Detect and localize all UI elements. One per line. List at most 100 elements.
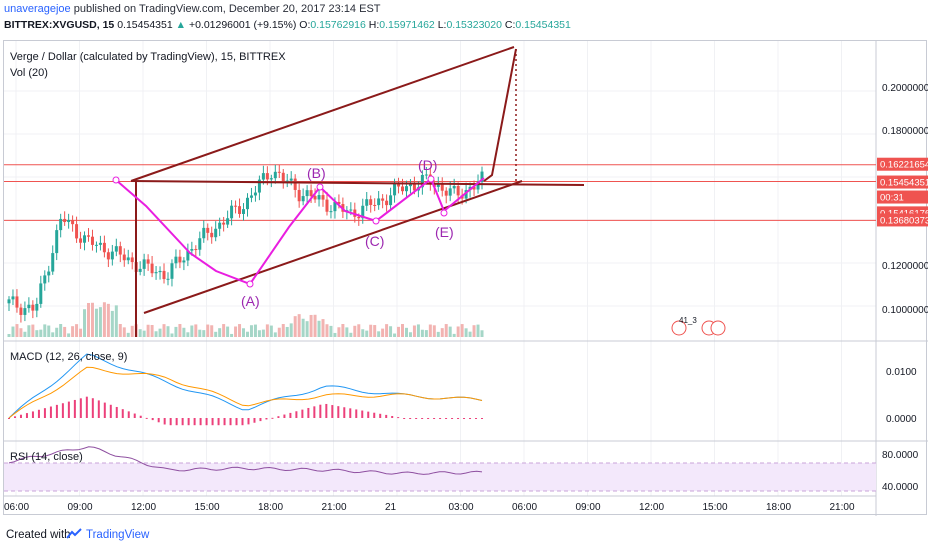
triangle-bottom-line[interactable] [143,180,523,314]
chart-canvas[interactable]: (A) (B) (C) (D) (E) 41_3 Verge / Dollar … [4,41,932,516]
tradingview-brand-link[interactable]: TradingView [86,529,150,541]
volume-bar [397,326,401,337]
macd-histogram-bar [169,418,172,426]
rsi-tick: 40.0000 [882,482,919,493]
candle-body [389,195,393,206]
candle-body [242,209,246,214]
volume-bar [43,324,47,337]
macd-histogram-bar [433,418,436,419]
time-tick: 09:00 [68,502,93,513]
volume-bar [408,332,412,337]
macd-histogram-bar [403,418,406,419]
volume-bar [7,334,11,337]
volume-bar [142,330,146,337]
volume-bar [170,333,174,337]
candle-body [11,296,15,300]
macd-histogram-bar [421,418,424,419]
candle-body [480,171,484,183]
macd-histogram-bar [175,418,178,426]
upper-channel-line[interactable] [130,46,515,182]
candle-body [55,230,59,254]
candle-body [170,263,174,279]
macd-histogram-bar [127,411,130,418]
low-value: 0.15323020 [446,19,502,31]
volume-bar [230,333,234,337]
candle-body [178,256,182,263]
wave-point[interactable] [246,280,254,288]
volume-bar [245,331,249,337]
triangle-top-line[interactable] [130,180,585,186]
chart-header: unaveragejoe published on TradingView.co… [0,0,932,36]
volume-bar [178,324,182,337]
candle-body [273,171,277,179]
candle-body [23,308,27,315]
volume-bar [353,325,357,337]
price-badge[interactable] [877,157,928,171]
wave-label-b: (B) [307,165,326,181]
volume-bar [281,324,285,337]
price-badge[interactable] [877,213,928,227]
volume-bar [424,330,428,337]
volume-bar [428,324,432,337]
macd-histogram-bar [481,418,483,419]
wave-point[interactable] [440,209,448,217]
price-badge[interactable] [877,175,928,189]
volume-bar [126,332,130,337]
candle-body [150,263,154,274]
candle-body [234,205,238,207]
wave-path[interactable] [115,177,485,286]
candle-body [285,180,289,182]
candle-body [377,198,381,206]
candle-body [293,178,297,190]
volume-bar [210,325,214,337]
macd-histogram-bar [157,418,160,423]
volume-bar [11,326,15,337]
candle-body [305,190,309,197]
macd-histogram-bar [463,418,466,419]
high-value: 0.15971462 [379,19,435,31]
elliott-wave[interactable]: (A) (B) (C) (D) (E) [112,157,485,309]
candle-body [397,183,401,187]
publisher-link[interactable]: unaveragejoe [4,3,71,15]
macd-histogram-bar [199,418,202,426]
volume-bar [297,314,301,337]
us-flag-icon[interactable] [671,320,687,336]
time-tick: 03:00 [449,502,474,513]
wave-point[interactable] [372,217,380,225]
chart-frame[interactable]: (A) (B) (C) (D) (E) 41_3 Verge / Dollar … [3,40,932,516]
macd-histogram-bar [331,405,334,418]
triangle-pattern[interactable] [130,46,585,337]
time-tick: 06:00 [512,502,537,513]
candle-body [420,174,424,188]
last-price: 0.15454351 [117,19,173,31]
volume-bar [150,325,154,337]
candle-body [79,238,83,243]
volume-bar [198,329,202,337]
candle-body [75,224,79,239]
volume-bar [67,333,71,337]
up-arrow-icon: ▲ [175,19,187,31]
event-badge-label: 41_3 [679,316,697,325]
us-flag-icon[interactable] [710,320,726,336]
wave-point[interactable] [427,175,435,183]
publish-info: published on TradingView.com, December 2… [73,3,381,15]
macd-histogram-bar [61,403,64,418]
time-axis[interactable]: 06:00 09:00 12:00 15:00 18:00 21:00 21 03:00 06:… [4,502,855,513]
price-badge[interactable] [877,190,928,204]
candle-body [249,195,253,198]
macd-tick: 0.0100 [886,367,917,378]
volume-bar [361,329,365,337]
macd-histogram-bar [271,417,274,419]
event-badges[interactable]: 41_3 [671,316,726,336]
breakout-projection[interactable] [483,48,517,182]
macd-histogram-bar [445,418,448,419]
wave-point[interactable] [316,183,324,191]
wave-point[interactable] [112,176,120,184]
macd-histogram-bar [259,418,262,422]
candle-body [202,227,206,239]
macd-histogram-bar [13,416,16,418]
price-badge-label: 0.13680373 [880,215,928,226]
vol-label: Vol (20) [10,67,48,79]
